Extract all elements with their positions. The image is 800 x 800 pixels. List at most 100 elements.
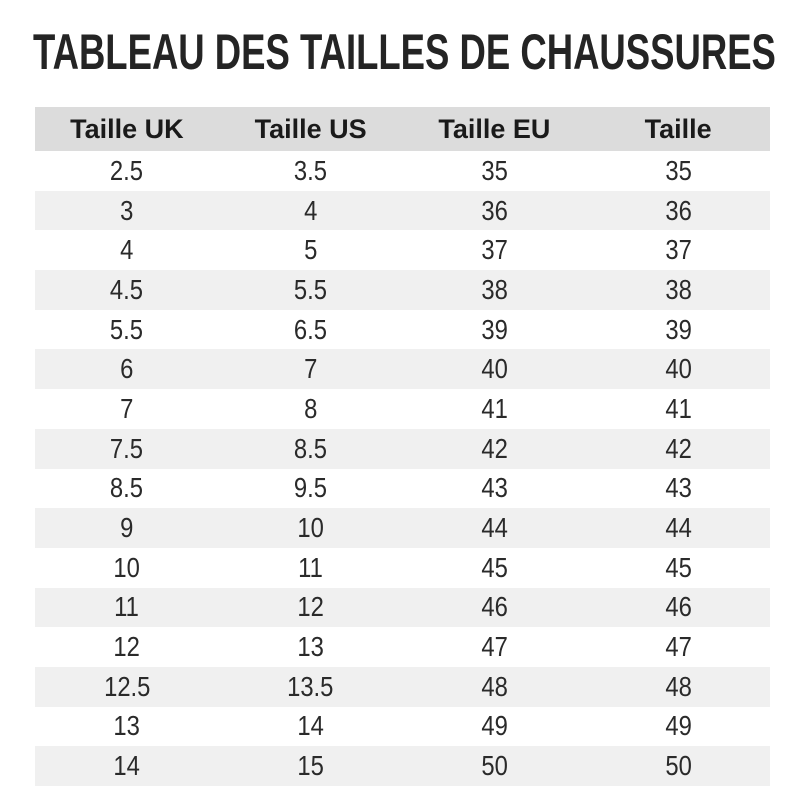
size-value: 50: [664, 750, 692, 782]
size-cell: 39: [586, 310, 770, 350]
size-value: 48: [664, 670, 692, 702]
size-value: 8.5: [294, 432, 328, 464]
size-cell: 5.5: [35, 310, 219, 350]
size-value: 4.5: [110, 273, 144, 305]
size-value: 39: [664, 313, 692, 345]
table-row: 7 8 41 41: [35, 389, 770, 429]
size-cell: 41: [586, 389, 770, 429]
size-table: Taille UK Taille US Taille EU Taille 2.5…: [35, 107, 770, 786]
size-cell: 2.5: [35, 151, 219, 191]
size-value: 46: [481, 591, 508, 623]
page-title: TABLEAU DES TAILLES DE CHAUSSURES: [33, 24, 776, 80]
size-cell: 11: [219, 548, 403, 588]
table-row: 8.5 9.5 43 43: [35, 468, 770, 509]
size-cell: 13.5: [219, 667, 403, 707]
size-value: 13: [113, 710, 141, 742]
size-cell: 39: [403, 310, 587, 350]
table-row: 5.5 6.5 39 39: [35, 309, 770, 350]
size-cell: 47: [586, 627, 770, 667]
size-value: 36: [664, 194, 692, 226]
size-cell: 7: [219, 349, 403, 389]
table-row: 4 5 37 37: [35, 230, 770, 271]
size-cell: 35: [586, 151, 770, 191]
size-value: 14: [113, 750, 141, 782]
table-row: 13 14 49 49: [35, 706, 770, 747]
size-value: 50: [481, 750, 508, 782]
table-row: 11 12 46 46: [35, 587, 770, 628]
size-cell: 36: [586, 191, 770, 231]
size-value: 48: [481, 670, 508, 702]
size-value: 35: [481, 154, 508, 186]
size-value: 13.5: [287, 670, 334, 702]
size-value: 12.5: [103, 670, 151, 702]
size-cell: 3: [35, 191, 219, 231]
size-value: 49: [481, 710, 508, 742]
table-row: 3 4 36 36: [35, 190, 770, 231]
size-table-body: 2.5 3.5 35 35 3 4 36 36 4 5 37 37 4.5 5.5 38 38 5.5 6.5 39…: [35, 151, 770, 786]
size-cell: 8.5: [219, 429, 403, 469]
size-cell: 36: [403, 191, 587, 231]
size-cell: 12.5: [35, 667, 219, 707]
size-value: 10: [113, 551, 141, 583]
size-value: 36: [481, 194, 508, 226]
size-value: 12: [297, 591, 324, 623]
size-cell: 44: [586, 508, 770, 548]
size-value: 5: [303, 234, 318, 266]
size-cell: 42: [586, 429, 770, 469]
size-value: 40: [481, 353, 508, 385]
size-cell: 50: [586, 746, 770, 786]
size-cell: 43: [403, 469, 587, 509]
size-cell: 43: [586, 469, 770, 509]
size-cell: 3.5: [219, 151, 403, 191]
size-value: 38: [481, 273, 508, 305]
table-header-row: Taille UK Taille US Taille EU Taille: [35, 107, 770, 151]
size-cell: 37: [586, 230, 770, 270]
size-value: 6: [120, 353, 134, 385]
table-row: 10 11 45 45: [35, 547, 770, 588]
size-cell: 47: [403, 627, 587, 667]
size-value: 5.5: [110, 313, 144, 345]
size-table-head: Taille UK Taille US Taille EU Taille: [35, 107, 770, 151]
table-row: 4.5 5.5 38 38: [35, 270, 770, 310]
size-cell: 13: [35, 707, 219, 747]
size-cell: 15: [219, 746, 403, 786]
size-value: 15: [297, 750, 324, 782]
size-value: 4: [303, 194, 318, 226]
size-cell: 42: [403, 429, 587, 469]
size-cell: 6.5: [219, 310, 403, 350]
size-value: 14: [297, 710, 324, 742]
size-cell: 35: [403, 151, 587, 191]
size-cell: 45: [403, 548, 587, 588]
size-value: 41: [481, 392, 508, 424]
size-cell: 7.5: [35, 429, 219, 469]
size-value: 12: [113, 631, 141, 663]
size-value: 40: [664, 353, 692, 385]
size-value: 3.5: [294, 154, 328, 186]
size-cell: 7: [35, 389, 219, 429]
size-value: 45: [664, 551, 692, 583]
size-cell: 12: [219, 588, 403, 628]
size-cell: 49: [586, 707, 770, 747]
size-value: 43: [664, 472, 692, 504]
size-value: 46: [664, 591, 692, 623]
table-row: 7.5 8.5 42 42: [35, 428, 770, 469]
size-value: 11: [114, 591, 140, 623]
size-cell: 48: [586, 667, 770, 707]
size-cell: 11: [35, 588, 219, 628]
size-cell: 4.5: [35, 270, 219, 310]
size-cell: 4: [35, 230, 219, 270]
size-value: 5.5: [294, 273, 328, 305]
table-row: 12.5 13.5 48 48: [35, 666, 770, 707]
size-cell: 40: [586, 349, 770, 389]
size-cell: 14: [35, 746, 219, 786]
size-value: 35: [664, 154, 692, 186]
size-value: 37: [481, 234, 508, 266]
column-header-taille-eu: Taille EU: [402, 107, 587, 151]
size-value: 7: [120, 392, 134, 424]
size-cell: 6: [35, 349, 219, 389]
size-cell: 40: [403, 349, 587, 389]
size-value: 7: [303, 353, 318, 385]
size-value: 37: [664, 234, 692, 266]
size-cell: 4: [219, 191, 403, 231]
